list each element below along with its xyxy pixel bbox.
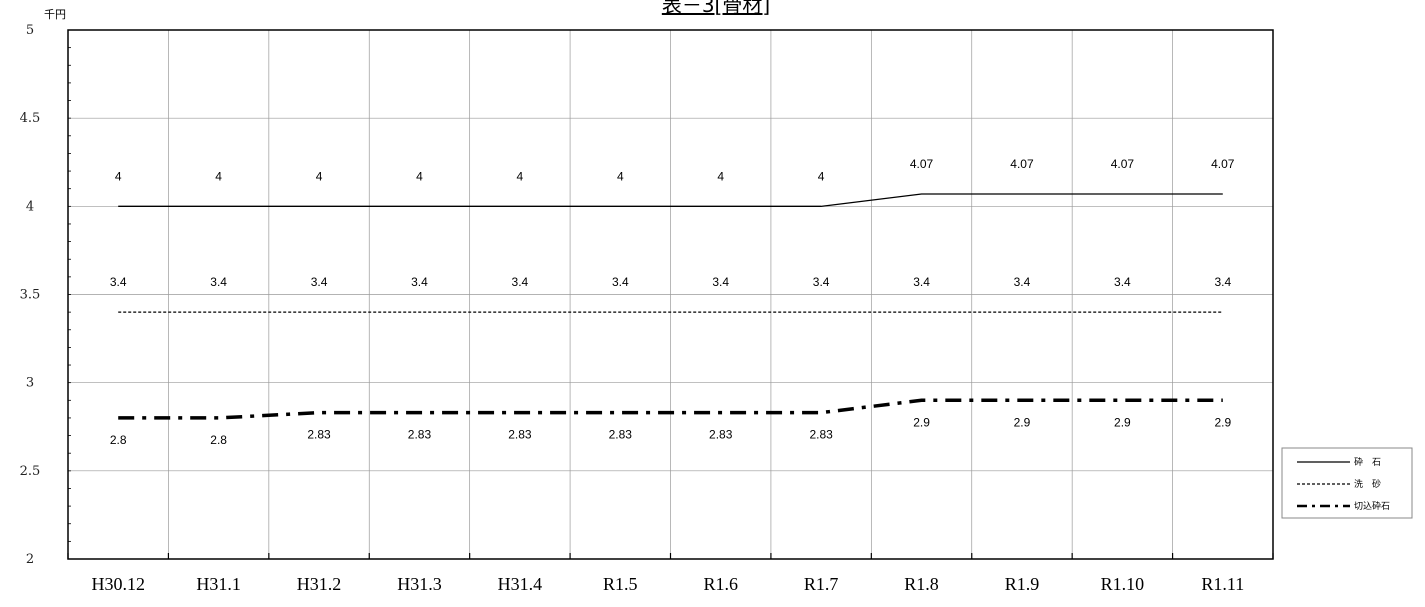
data-label: 3.4 [311, 275, 328, 289]
data-label: 3.4 [512, 275, 529, 289]
data-label: 2.83 [709, 428, 733, 442]
x-tick-label: R1.7 [804, 574, 839, 594]
x-tick-label: R1.6 [703, 574, 738, 594]
series-line [118, 398, 1223, 420]
data-label: 3.4 [813, 275, 830, 289]
data-label: 4 [416, 169, 423, 183]
data-label: 3.4 [1214, 275, 1231, 289]
data-label: 3.4 [110, 275, 127, 289]
horizontal-gridlines [68, 117, 1273, 472]
legend-box [1281, 447, 1413, 519]
chart-title: 表－3[骨材] [662, 0, 770, 17]
data-label: 2.83 [408, 428, 432, 442]
y-tick-label: 4.5 [20, 111, 41, 126]
x-tick-label: R1.10 [1101, 574, 1145, 594]
y-tick-label: 3 [26, 376, 34, 391]
x-tick-label: H31.4 [498, 574, 543, 594]
legend-label: 洗 砂 [1354, 478, 1381, 490]
data-label: 3.4 [210, 275, 227, 289]
y-tick-label: 2.5 [20, 464, 41, 479]
data-label: 4 [316, 169, 323, 183]
data-label: 3.4 [1014, 275, 1031, 289]
data-label: 3.4 [712, 275, 729, 289]
data-label: 3.4 [913, 275, 930, 289]
data-label: 2.83 [307, 428, 331, 442]
x-axis-ticks: H30.12 H31.1 H31.2 H31.3 H31.4 R1.5 R1.6 R1.7 R1… [67, 553, 1274, 594]
data-label: 2.83 [609, 428, 633, 442]
y-tick-label: 5 [26, 23, 34, 38]
y-axis-unit-label: 千円 [44, 8, 66, 21]
series-line [118, 193, 1223, 207]
y-tick-label: 2 [26, 552, 34, 567]
data-label: 4.07 [1211, 157, 1235, 171]
data-label: 2.9 [1114, 415, 1131, 429]
x-tick-label: R1.11 [1201, 574, 1244, 594]
data-label: 4 [215, 169, 222, 183]
y-tick-label: 4 [26, 199, 34, 214]
data-label: 2.83 [809, 428, 833, 442]
legend-label: 砕 石 [1354, 456, 1381, 468]
data-label: 4.07 [1111, 157, 1135, 171]
data-label: 4.07 [1010, 157, 1034, 171]
data-label: 4 [617, 169, 624, 183]
data-label: 4 [717, 169, 724, 183]
data-label: 4 [517, 169, 524, 183]
x-tick-label: R1.8 [904, 574, 939, 594]
data-label: 2.9 [1014, 415, 1031, 429]
data-label: 2.8 [110, 433, 127, 447]
data-label: 3.4 [411, 275, 428, 289]
data-label: 4.07 [910, 157, 934, 171]
data-label: 2.8 [210, 433, 227, 447]
data-label: 4 [115, 169, 122, 183]
y-axis-ticks: 2 2.5 3 3.5 4 4.5 5 [20, 23, 71, 567]
data-label: 2.9 [913, 415, 930, 429]
data-label: 3.4 [612, 275, 629, 289]
data-label: 2.83 [508, 428, 532, 442]
data-label: 4 [818, 169, 825, 183]
data-series [118, 193, 1223, 420]
x-tick-label: H31.3 [397, 574, 442, 594]
data-label: 3.4 [1114, 275, 1131, 289]
x-tick-label: H31.1 [196, 574, 241, 594]
x-tick-label: H31.2 [297, 574, 342, 594]
x-tick-label: R1.9 [1005, 574, 1040, 594]
x-tick-label: H30.12 [91, 574, 145, 594]
legend-label: 切込砕石 [1354, 500, 1390, 512]
data-labels: 4 4 4 4 4 4 4 4 4.07 4.07 4.07 4.07 3.4 3.4 3.4 3.4 3.4 3… [110, 157, 1235, 447]
x-tick-label: R1.5 [603, 574, 638, 594]
data-label: 2.9 [1214, 415, 1231, 429]
y-tick-label: 3.5 [20, 288, 41, 303]
